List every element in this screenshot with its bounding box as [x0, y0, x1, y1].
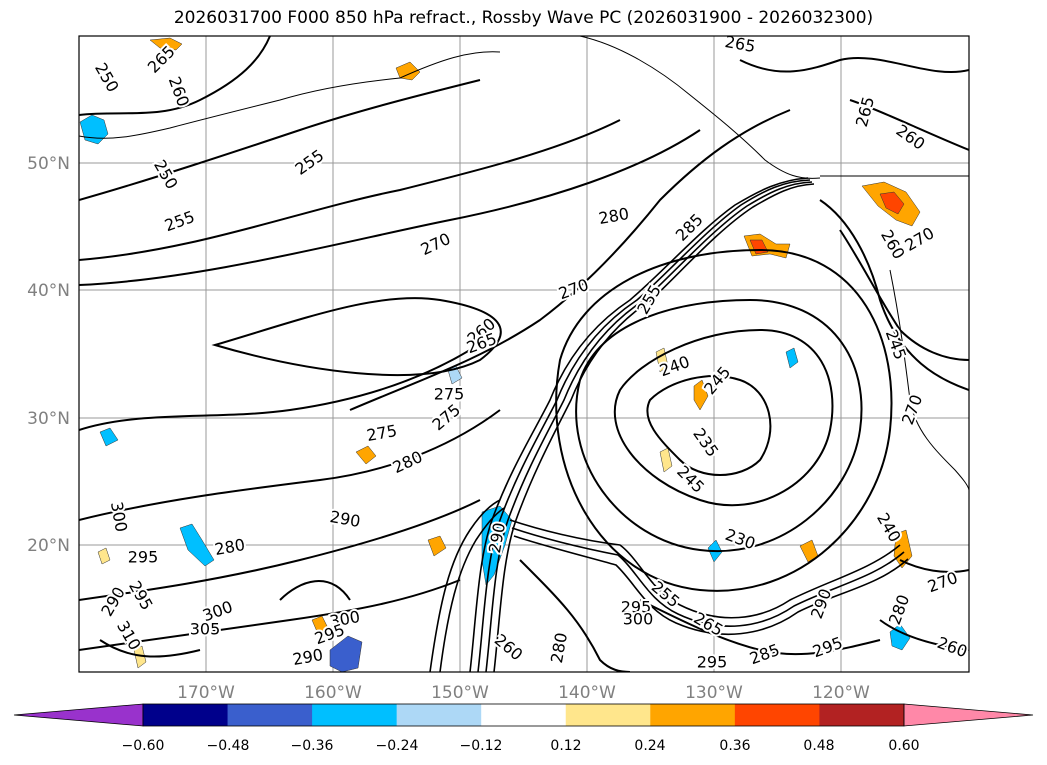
contour-label: 265 [852, 95, 878, 129]
contour-label: 300 [107, 500, 131, 533]
lon-label: 170°W [177, 683, 235, 703]
positive-patch [149, 37, 183, 51]
contour-label: 285 [672, 210, 707, 245]
contour-label: 255 [291, 146, 327, 179]
contour-label: 250 [91, 60, 123, 96]
contour-label: 295 [125, 578, 157, 614]
contour-label: 295 [810, 633, 845, 661]
lon-label: 120°W [812, 683, 870, 703]
positive-patch [97, 547, 111, 565]
colorbar-tick: −0.60 [122, 738, 165, 754]
lon-label: 140°W [558, 683, 616, 703]
contour-lines [79, 36, 969, 672]
positive-patch [427, 535, 447, 557]
positive-patch [693, 379, 709, 411]
lat-label: 40°N [27, 281, 70, 301]
negative-patch [329, 635, 363, 672]
colorbar-tick: 0.48 [803, 738, 834, 754]
contour-label: 270 [898, 392, 926, 427]
colorbar [13, 703, 1034, 727]
contour-label: 255 [162, 207, 197, 235]
contour-label: 280 [597, 204, 630, 228]
coastline [79, 36, 969, 491]
contour-label: 290 [291, 645, 324, 669]
contour-label: 300 [623, 610, 654, 629]
colorbar-tick: 0.12 [550, 738, 581, 754]
map-frame [78, 35, 970, 673]
contour-label: 270 [418, 229, 454, 259]
colorbar-tick: 0.36 [719, 738, 750, 754]
positive-patch [311, 615, 329, 635]
positive-patch [743, 233, 791, 259]
colorbar-tick: 0.60 [888, 738, 919, 754]
lat-label: 30°N [27, 409, 70, 429]
colorbar-tick: 0.24 [634, 738, 665, 754]
positive-patch [879, 191, 905, 215]
colorbar-extend-high [903, 703, 1034, 727]
colorbar-tick-labels: −0.60 −0.48 −0.36 −0.24 −0.12 0.12 0.24 … [122, 738, 920, 754]
contour-label: 305 [190, 620, 221, 639]
colorbar-frame [142, 703, 905, 727]
lat-axis-labels: 50°N 40°N 30°N 20°N [27, 154, 70, 556]
colorbar-tick: −0.12 [460, 738, 503, 754]
colorbar-box [650, 704, 736, 726]
positive-patch [659, 447, 673, 473]
lon-label: 160°W [304, 683, 362, 703]
colorbar-box [396, 704, 482, 726]
contour-label: 275 [429, 400, 465, 434]
contour-label: 295 [697, 653, 728, 672]
contour-label: 290 [485, 521, 509, 554]
colorbar-tick: −0.48 [207, 738, 250, 754]
negative-patch [785, 347, 799, 369]
contour-label: 230 [723, 525, 758, 553]
colorbar-box [143, 704, 229, 726]
contour-label: 260 [165, 74, 193, 109]
contour-label: 275 [365, 421, 398, 445]
colorbar-tick: −0.24 [376, 738, 419, 754]
contour-label: 280 [213, 535, 246, 559]
contour-label: 295 [128, 548, 159, 567]
colorbar-box [227, 704, 313, 726]
lon-label: 150°W [431, 683, 489, 703]
positive-patch [133, 645, 147, 669]
front-contour-bundle [429, 177, 909, 672]
positive-patch [395, 61, 421, 81]
lon-label: 130°W [685, 683, 743, 703]
negative-patch [79, 114, 109, 145]
contour-label: 260 [893, 121, 929, 154]
colorbar-box [481, 704, 567, 726]
gridlines [79, 36, 969, 672]
contour-label: 250 [150, 157, 182, 193]
page-title: 2026031700 F000 850 hPa refract., Rossby… [173, 8, 874, 28]
lat-label: 50°N [27, 154, 70, 174]
colorbar-box [819, 704, 905, 726]
colorbar-box [565, 704, 651, 726]
contour-label: 260 [935, 633, 970, 661]
contour-label: 285 [747, 640, 782, 668]
contour-label: 275 [434, 385, 465, 404]
contour-label: 270 [925, 568, 960, 596]
colorbar-tick: −0.36 [291, 738, 334, 754]
lat-label: 20°N [27, 536, 70, 556]
positive-patch [355, 445, 377, 465]
negative-patch [179, 523, 215, 567]
contour-label: 235 [689, 424, 722, 460]
colorbar-box [734, 704, 820, 726]
contour-label: 295 [621, 598, 652, 617]
contour-label: 290 [807, 586, 835, 621]
negative-patch [99, 427, 119, 447]
contour-label: 280 [885, 592, 913, 627]
colorbar-extend-low [13, 703, 144, 727]
contour-label: 290 [97, 584, 129, 620]
contour-label: 270 [556, 275, 591, 303]
colorbar-box [312, 704, 398, 726]
contour-label: 280 [390, 447, 426, 477]
contour-label: 265 [691, 608, 727, 640]
contour-label: 280 [547, 631, 571, 664]
lon-axis-labels: 170°W 160°W 150°W 140°W 130°W 120°W [177, 683, 870, 703]
